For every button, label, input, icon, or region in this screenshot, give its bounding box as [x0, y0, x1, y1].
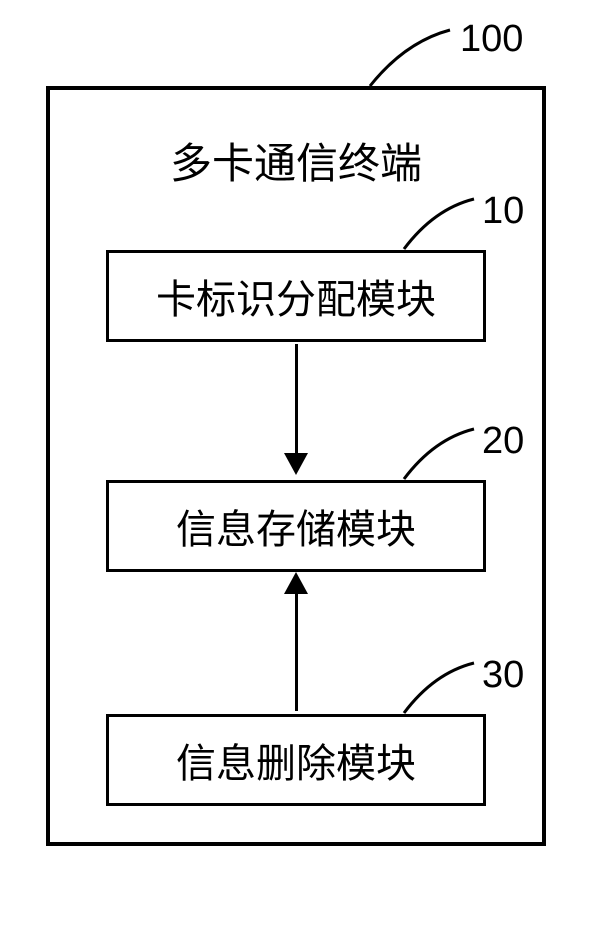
callout-label-20: 20: [482, 420, 524, 463]
module-card-id-allocation: 卡标识分配模块: [106, 250, 486, 342]
callout-line-20: [404, 424, 484, 484]
diagram-title: 多卡通信终端: [170, 130, 422, 191]
module-label: 信息存储模块: [176, 497, 416, 555]
callout-label-100: 100: [460, 18, 523, 61]
callout-line-100: [370, 24, 460, 90]
module-info-storage: 信息存储模块: [106, 480, 486, 572]
diagram-container: 多卡通信终端 卡标识分配模块 信息存储模块 信息删除模块 10 20 30: [46, 86, 546, 846]
callout-label-30: 30: [482, 654, 524, 697]
module-info-delete: 信息删除模块: [106, 714, 486, 806]
callout-line-10: [404, 194, 484, 254]
callout-label-10: 10: [482, 190, 524, 233]
arrow-up: [284, 572, 308, 711]
module-label: 卡标识分配模块: [156, 267, 436, 325]
arrow-down: [284, 344, 308, 475]
callout-line-30: [404, 658, 484, 718]
module-label: 信息删除模块: [176, 731, 416, 789]
